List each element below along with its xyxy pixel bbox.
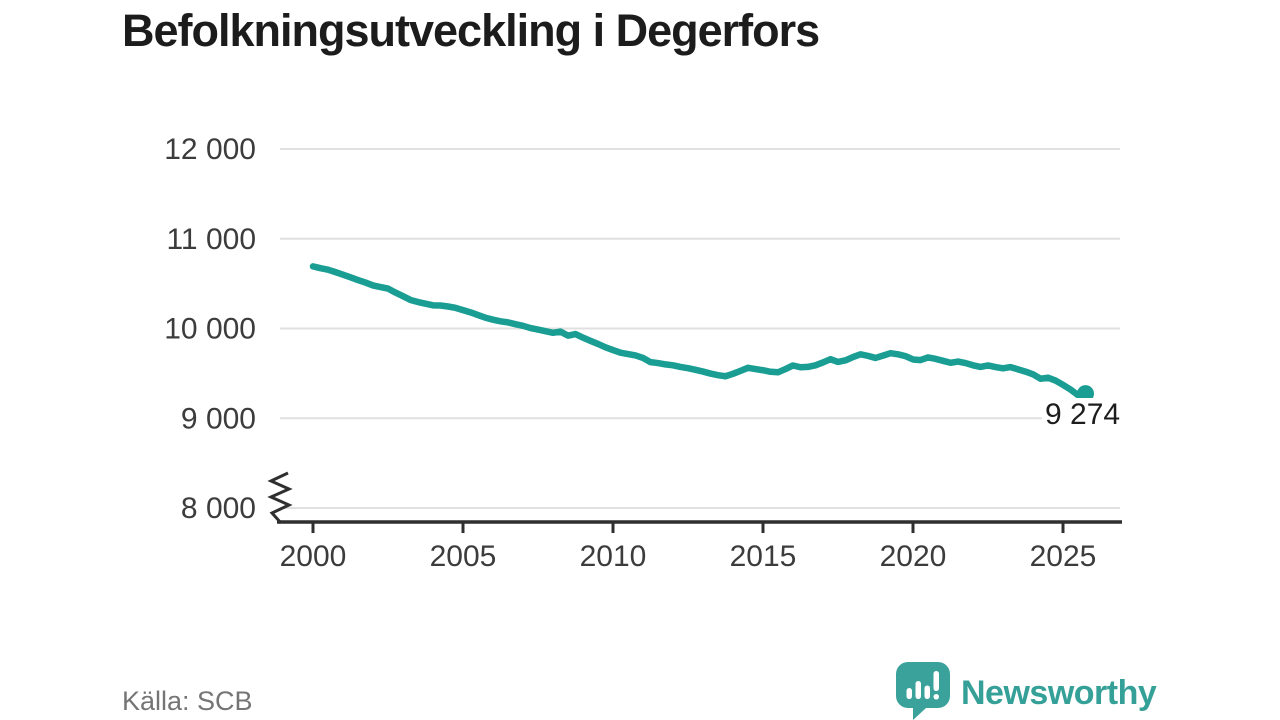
source-attribution: Källa: SCB	[122, 686, 253, 716]
y-axis-tick-label: 9 000	[181, 402, 256, 435]
x-axis-tick-label: 2005	[430, 540, 497, 573]
x-axis-tick-label: 2010	[580, 540, 647, 573]
axes	[267, 471, 1122, 533]
gridlines	[280, 148, 1120, 509]
axis-break-icon	[267, 471, 293, 525]
y-axis-tick-label: 10 000	[164, 313, 256, 346]
y-axis-tick-label: 8 000	[181, 492, 256, 525]
y-axis-tick-label: 11 000	[166, 223, 256, 256]
data-series	[309, 263, 1094, 403]
x-axis-tick-label: 2025	[1030, 540, 1097, 573]
newsworthy-logo-icon	[896, 662, 950, 720]
newsworthy-brand: Newsworthy	[896, 662, 1157, 720]
page-title: Befolkningsutveckling i Degerfors	[122, 5, 820, 56]
x-axis-tick-label: 2000	[280, 540, 347, 573]
latest-value-label: 9 274	[1042, 398, 1124, 431]
brand-name: Newsworthy	[961, 674, 1157, 712]
axis-labels: 12 000 11 000 10 000 9 000 8 000 2000 2005 2010…	[164, 133, 1096, 573]
x-axis-tick-label: 2020	[880, 540, 947, 573]
latest-value-dot	[1077, 385, 1094, 403]
y-axis-tick-label: 12 000	[164, 133, 256, 166]
population-line	[309, 263, 1089, 399]
x-axis-tick-label: 2015	[730, 540, 797, 573]
